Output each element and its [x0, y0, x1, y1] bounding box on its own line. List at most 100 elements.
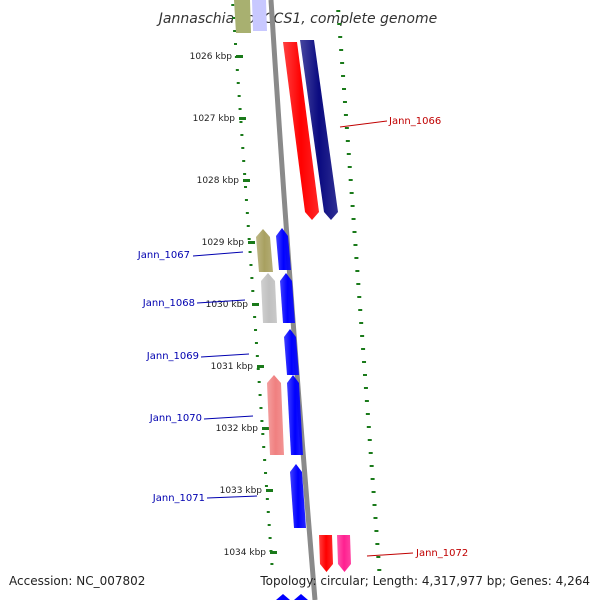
gene-feature[interactable] [287, 375, 303, 455]
scale-dot [263, 459, 267, 461]
scale-dot [340, 62, 345, 64]
scale-dot [336, 10, 341, 12]
scale-dot [359, 322, 364, 324]
gene-feature-jann-1066[interactable] [283, 42, 319, 220]
scale-tick-label: 1027 kbp [193, 114, 236, 124]
scale-dot [239, 121, 243, 123]
scale-dot [242, 160, 246, 162]
scale-dots [231, 4, 382, 571]
scale-dot [261, 433, 265, 435]
scale-tick [243, 179, 250, 182]
gene-feature[interactable] [337, 535, 351, 572]
gene-label-leader [200, 353, 250, 358]
map-title: Jannaschia sp. CCS1, complete genome [156, 11, 437, 27]
gene-feature-partial[interactable] [276, 594, 290, 600]
scale-dot [367, 439, 372, 441]
scale-dot [362, 374, 367, 376]
scale-dot [267, 524, 271, 526]
topology-text: Topology: circular; Length: 4,317,977 bp… [260, 574, 590, 588]
scale-dot [259, 407, 263, 409]
scale-tick [257, 365, 264, 368]
scale-dot [254, 342, 258, 344]
scale-dot [268, 537, 272, 539]
scale-dot [342, 101, 347, 103]
gene-label[interactable]: Jann_1071 [152, 493, 205, 504]
gene-feature-partial[interactable] [234, 0, 251, 33]
gene-label[interactable]: Jann_1068 [142, 298, 195, 309]
scale-dot [354, 257, 359, 259]
scale-tick-label: 1028 kbp [197, 176, 240, 186]
scale-tick [266, 489, 273, 492]
scale-dot [349, 192, 354, 194]
scale-dot [347, 166, 352, 168]
gene-label[interactable]: Jann_1072 [415, 548, 468, 559]
gene-label-leader [203, 415, 254, 420]
scale-tick [262, 427, 269, 430]
scale-dot [253, 316, 257, 318]
scale-dot [338, 36, 343, 38]
scale-dot [258, 394, 262, 396]
scale-dot [355, 270, 360, 272]
scale-dot [374, 530, 379, 532]
scale-tick-label: 1033 kbp [220, 486, 263, 496]
scale-tick-label: 1034 kbp [224, 548, 267, 558]
gene-labels: Jann_1066 Jann_1067 Jann_1068 Jann_1069 Jann… [137, 116, 468, 559]
scale-dot [360, 335, 365, 337]
scale-dot [245, 212, 249, 214]
scale-tick [252, 303, 259, 306]
scale-dot [337, 23, 342, 25]
scale-tick-label: 1030 kbp [206, 300, 249, 310]
gene-feature[interactable] [276, 228, 291, 270]
gene-feature[interactable] [300, 40, 338, 220]
scale-tick [239, 117, 246, 120]
scale-tick-label: 1031 kbp [211, 362, 254, 372]
scale-dot [361, 348, 366, 350]
scale-dot [265, 498, 269, 500]
gene-label-leader [366, 552, 414, 557]
gene-label-leader [339, 120, 388, 128]
scale-dot [233, 30, 237, 32]
scale-dot [377, 569, 382, 571]
scale-dot [244, 199, 248, 201]
gene-feature-jann-1070[interactable] [267, 375, 284, 455]
scale-dot [231, 4, 235, 6]
accession-text: Accession: NC_007802 [9, 574, 146, 588]
scale-dot [376, 556, 381, 558]
scale-dot [247, 238, 251, 240]
gene-label[interactable]: Jann_1070 [149, 413, 202, 424]
scale-dot [371, 491, 376, 493]
gene-feature-partial[interactable] [252, 0, 267, 31]
scale-dot [358, 309, 363, 311]
gene-feature[interactable] [280, 273, 295, 323]
scale-tick [270, 551, 277, 554]
gene-label[interactable]: Jann_1067 [137, 250, 190, 261]
scale-tick-label: 1029 kbp [202, 238, 245, 248]
scale-dot [365, 413, 370, 415]
scale-dot [251, 290, 255, 292]
gene-feature-jann-1071[interactable] [290, 464, 306, 528]
scale-dot [270, 563, 274, 565]
scale-dot [250, 277, 254, 279]
scale-dot [339, 49, 344, 51]
scale-tick-label: 1032 kbp [216, 424, 259, 434]
gene-label-leader [196, 299, 246, 304]
scale-dot [345, 140, 350, 142]
gene-feature-jann-1069[interactable] [284, 329, 299, 375]
scale-dot [343, 114, 348, 116]
scale-dot [353, 244, 358, 246]
gene-label[interactable]: Jann_1066 [388, 116, 441, 127]
gene-feature-jann-1067[interactable] [256, 229, 273, 272]
scale-dot [356, 283, 361, 285]
scale-dot [375, 543, 380, 545]
gene-features [234, 0, 351, 600]
scale-dot [254, 329, 258, 331]
scale-dot [357, 296, 362, 298]
scale-dot [244, 186, 248, 188]
gene-feature-jann-1072[interactable] [319, 535, 333, 572]
gene-feature-partial[interactable] [294, 594, 308, 600]
scale-dot [351, 218, 356, 220]
gene-label[interactable]: Jann_1069 [146, 351, 199, 362]
gene-feature-jann-1068[interactable] [261, 273, 277, 323]
scale-dot [256, 368, 260, 370]
scale-dot [236, 82, 240, 84]
